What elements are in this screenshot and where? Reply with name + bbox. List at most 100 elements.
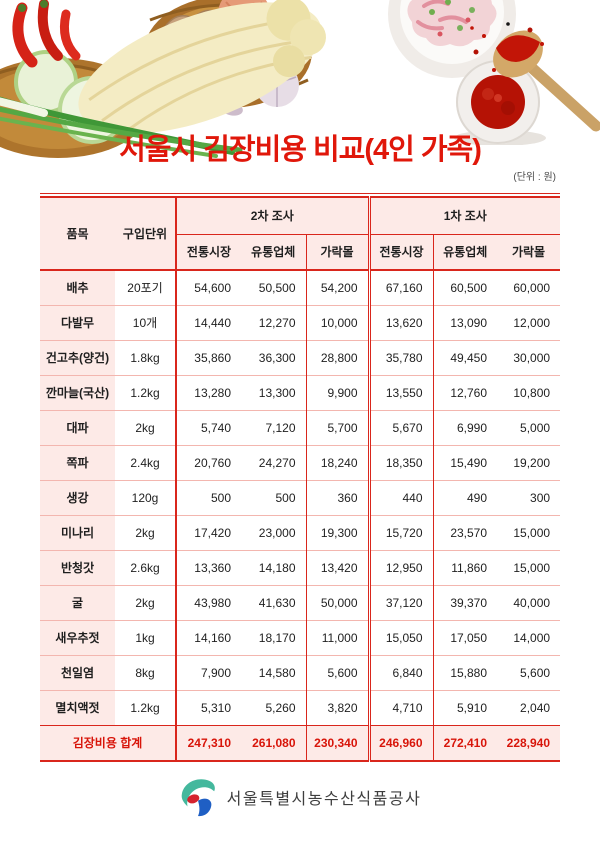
item-name: 천일염 bbox=[40, 654, 115, 690]
table-row: 깐마늘(국산) 1.2kg 13,280 13,300 9,900 13,550 12,76… bbox=[40, 374, 561, 410]
purchase-unit: 120g bbox=[115, 479, 177, 515]
price-value: 300 bbox=[497, 479, 561, 515]
price-value: 18,170 bbox=[241, 619, 307, 655]
col-group-survey2: 2차 조사 bbox=[176, 197, 371, 235]
price-value: 13,090 bbox=[433, 304, 498, 340]
purchase-unit: 8kg bbox=[115, 654, 177, 690]
total-value: 261,080 bbox=[241, 724, 307, 761]
price-value: 4,710 bbox=[369, 689, 434, 725]
total-value: 272,410 bbox=[433, 724, 498, 761]
cost-table: 품목 구입단위 2차 조사 1차 조사 전통시장 유통업체 가락몰 전통시장 유… bbox=[40, 196, 561, 762]
price-value: 41,630 bbox=[241, 584, 307, 620]
price-value: 7,120 bbox=[241, 409, 307, 445]
price-value: 54,200 bbox=[306, 269, 371, 305]
table-row: 새우추젓 1kg 14,160 18,170 11,000 15,050 17,050 14,… bbox=[40, 619, 561, 655]
item-name: 새우추젓 bbox=[40, 619, 115, 655]
price-value: 15,720 bbox=[369, 514, 434, 550]
price-value: 6,840 bbox=[369, 654, 434, 690]
purchase-unit: 2.6kg bbox=[115, 549, 177, 585]
total-value: 246,960 bbox=[369, 724, 434, 761]
price-value: 13,550 bbox=[369, 374, 434, 410]
price-value: 40,000 bbox=[497, 584, 561, 620]
purchase-unit: 1.8kg bbox=[115, 339, 177, 375]
purchase-unit: 2.4kg bbox=[115, 444, 177, 480]
footer-org-name: 서울특별시농수산식품공사 bbox=[226, 791, 422, 808]
footer: 서울특별시농수산식품공사 bbox=[0, 776, 600, 818]
price-value: 14,000 bbox=[497, 619, 561, 655]
price-value: 11,860 bbox=[433, 549, 498, 585]
table-row: 미나리 2kg 17,420 23,000 19,300 15,720 23,570 15,0… bbox=[40, 514, 561, 550]
price-value: 67,160 bbox=[369, 269, 434, 305]
green-onions bbox=[0, 96, 243, 158]
item-name: 건고추(양건) bbox=[40, 339, 115, 375]
price-value: 28,800 bbox=[306, 339, 371, 375]
price-value: 20,760 bbox=[176, 444, 241, 480]
table-row: 굴 2kg 43,980 41,630 50,000 37,120 39,370 40,000 bbox=[40, 584, 561, 620]
item-name: 대파 bbox=[40, 409, 115, 445]
price-value: 12,950 bbox=[369, 549, 434, 585]
price-value: 3,820 bbox=[306, 689, 371, 725]
price-value: 5,740 bbox=[176, 409, 241, 445]
table-row: 배추 20포기 54,600 50,500 54,200 67,160 60,500 60,0… bbox=[40, 269, 561, 305]
item-name: 생강 bbox=[40, 479, 115, 515]
wooden-spoon bbox=[470, 22, 600, 132]
price-value: 12,270 bbox=[241, 304, 307, 340]
price-value: 17,420 bbox=[176, 514, 241, 550]
price-value: 9,900 bbox=[306, 374, 371, 410]
price-value: 2,040 bbox=[497, 689, 561, 725]
total-row: 김장비용 합계 247,310 261,080 230,340 246,960 272,4… bbox=[40, 724, 561, 761]
cost-table-wrap: 품목 구입단위 2차 조사 1차 조사 전통시장 유통업체 가락몰 전통시장 유… bbox=[40, 193, 561, 762]
total-value: 228,940 bbox=[497, 724, 561, 761]
table-row: 건고추(양건) 1.8kg 35,860 36,300 28,800 35,780 49,4… bbox=[40, 339, 561, 375]
col-header-garak-1: 가락몰 bbox=[497, 234, 561, 271]
table-row: 대파 2kg 5,740 7,120 5,700 5,670 6,990 5,000 bbox=[40, 409, 561, 445]
purchase-unit: 1kg bbox=[115, 619, 177, 655]
price-value: 5,000 bbox=[497, 409, 561, 445]
price-value: 36,300 bbox=[241, 339, 307, 375]
purchase-unit: 2kg bbox=[115, 409, 177, 445]
price-value: 18,240 bbox=[306, 444, 371, 480]
price-value: 54,600 bbox=[176, 269, 241, 305]
price-value: 24,270 bbox=[241, 444, 307, 480]
price-value: 500 bbox=[241, 479, 307, 515]
total-value: 247,310 bbox=[176, 724, 241, 761]
price-value: 13,420 bbox=[306, 549, 371, 585]
item-name: 멸치액젓 bbox=[40, 689, 115, 725]
price-value: 30,000 bbox=[497, 339, 561, 375]
purchase-unit: 2kg bbox=[115, 584, 177, 620]
price-value: 23,570 bbox=[433, 514, 498, 550]
chili-powder-mortar bbox=[454, 60, 546, 145]
price-value: 5,310 bbox=[176, 689, 241, 725]
price-value: 7,900 bbox=[176, 654, 241, 690]
price-value: 5,670 bbox=[369, 409, 434, 445]
seoul-agro-fisheries-logo-icon bbox=[181, 779, 215, 817]
vegetable-baskets-illustration bbox=[0, 0, 326, 158]
price-value: 60,000 bbox=[497, 269, 561, 305]
purchase-unit: 2kg bbox=[115, 514, 177, 550]
price-value: 13,620 bbox=[369, 304, 434, 340]
price-value: 15,000 bbox=[497, 549, 561, 585]
kimchi-bowl bbox=[388, 0, 516, 78]
item-name: 반청갓 bbox=[40, 549, 115, 585]
table-row: 천일염 8kg 7,900 14,580 5,600 6,840 15,880 5,600 bbox=[40, 654, 561, 690]
item-name: 다발무 bbox=[40, 304, 115, 340]
item-name: 굴 bbox=[40, 584, 115, 620]
price-value: 15,000 bbox=[497, 514, 561, 550]
col-header-market-2: 전통시장 bbox=[176, 234, 241, 271]
price-value: 12,760 bbox=[433, 374, 498, 410]
table-row: 반청갓 2.6kg 13,360 14,180 13,420 12,950 11,860 15… bbox=[40, 549, 561, 585]
table-row: 멸치액젓 1.2kg 5,310 5,260 3,820 4,710 5,910 2,040 bbox=[40, 689, 561, 725]
price-value: 5,700 bbox=[306, 409, 371, 445]
price-value: 14,180 bbox=[241, 549, 307, 585]
price-value: 39,370 bbox=[433, 584, 498, 620]
col-header-unit: 구입단위 bbox=[115, 197, 177, 271]
price-value: 14,160 bbox=[176, 619, 241, 655]
price-value: 17,050 bbox=[433, 619, 498, 655]
cost-table-body: 배추 20포기 54,600 50,500 54,200 67,160 60,500 60,0… bbox=[40, 269, 561, 761]
price-value: 13,300 bbox=[241, 374, 307, 410]
price-value: 440 bbox=[369, 479, 434, 515]
price-value: 360 bbox=[306, 479, 371, 515]
price-value: 60,500 bbox=[433, 269, 498, 305]
price-value: 12,000 bbox=[497, 304, 561, 340]
total-label: 김장비용 합계 bbox=[40, 724, 177, 761]
